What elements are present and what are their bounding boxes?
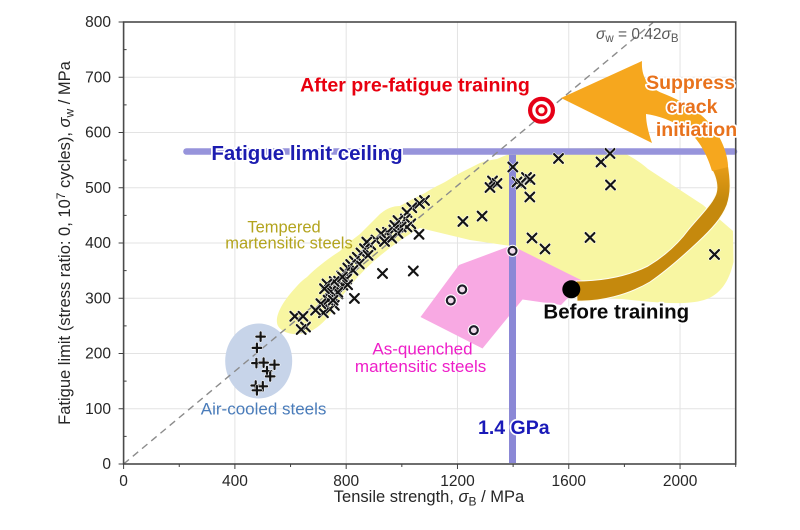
svg-text:1.4 GPa: 1.4 GPa [478, 417, 550, 439]
svg-text:σw = 0.42σB: σw = 0.42σB [596, 26, 679, 45]
svg-text:martensitic steels: martensitic steels [225, 235, 352, 253]
svg-text:500: 500 [85, 180, 111, 197]
svg-text:300: 300 [85, 290, 111, 307]
svg-text:0: 0 [102, 456, 111, 473]
svg-text:Fatigue limit ceiling: Fatigue limit ceiling [211, 142, 402, 165]
svg-text:400: 400 [85, 235, 111, 252]
svg-text:700: 700 [85, 70, 111, 87]
svg-text:200: 200 [85, 346, 111, 363]
svg-text:400: 400 [222, 473, 248, 490]
svg-text:100: 100 [85, 401, 111, 418]
svg-text:1600: 1600 [552, 473, 587, 490]
svg-text:Suppress: Suppress [646, 72, 735, 94]
svg-text:crack: crack [667, 96, 718, 118]
svg-text:Fatigue limit (stress ratio: 0: Fatigue limit (stress ratio: 0, 107 cycl… [54, 60, 77, 424]
svg-text:After pre-fatigue training: After pre-fatigue training [300, 74, 530, 96]
svg-text:As-quenched: As-quenched [372, 340, 472, 359]
svg-text:600: 600 [85, 125, 111, 142]
svg-text:initiation: initiation [656, 119, 737, 141]
svg-text:Tensile strength, σB / MPa: Tensile strength, σB / MPa [334, 488, 525, 509]
svg-text:martensitic steels: martensitic steels [355, 357, 486, 376]
svg-text:0: 0 [119, 473, 128, 490]
svg-text:Air-cooled steels: Air-cooled steels [201, 400, 327, 419]
svg-text:1200: 1200 [440, 473, 475, 490]
svg-text:800: 800 [85, 14, 111, 31]
svg-text:Tempered: Tempered [247, 219, 320, 237]
svg-text:2000: 2000 [663, 473, 698, 490]
svg-text:Before training: Before training [543, 301, 689, 324]
svg-text:800: 800 [333, 473, 359, 490]
